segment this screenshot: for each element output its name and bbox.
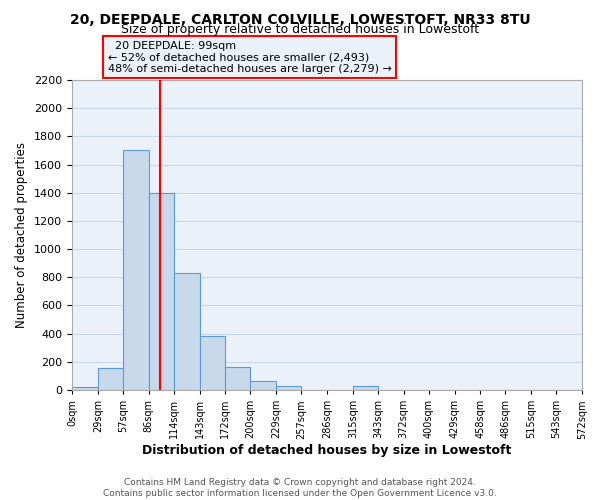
Text: Size of property relative to detached houses in Lowestoft: Size of property relative to detached ho… [121, 22, 479, 36]
Bar [250, 381, 276, 390]
Bar [353, 386, 378, 390]
Bar [98, 368, 123, 390]
Text: 20 DEEPDALE: 99sqm
← 52% of detached houses are smaller (2,493)
48% of semi-deta: 20 DEEPDALE: 99sqm ← 52% of detached hou… [108, 40, 392, 74]
Bar [123, 150, 149, 390]
Text: 20, DEEPDALE, CARLTON COLVILLE, LOWESTOFT, NR33 8TU: 20, DEEPDALE, CARLTON COLVILLE, LOWESTOF… [70, 12, 530, 26]
Y-axis label: Number of detached properties: Number of detached properties [16, 142, 28, 328]
Bar [173, 273, 199, 390]
X-axis label: Distribution of detached houses by size in Lowestoft: Distribution of detached houses by size … [142, 444, 512, 457]
Bar [276, 386, 301, 390]
Bar [199, 336, 226, 390]
Bar [226, 368, 250, 390]
Text: Contains HM Land Registry data © Crown copyright and database right 2024.
Contai: Contains HM Land Registry data © Crown c… [103, 478, 497, 498]
Bar [72, 387, 98, 390]
Bar [149, 192, 173, 390]
